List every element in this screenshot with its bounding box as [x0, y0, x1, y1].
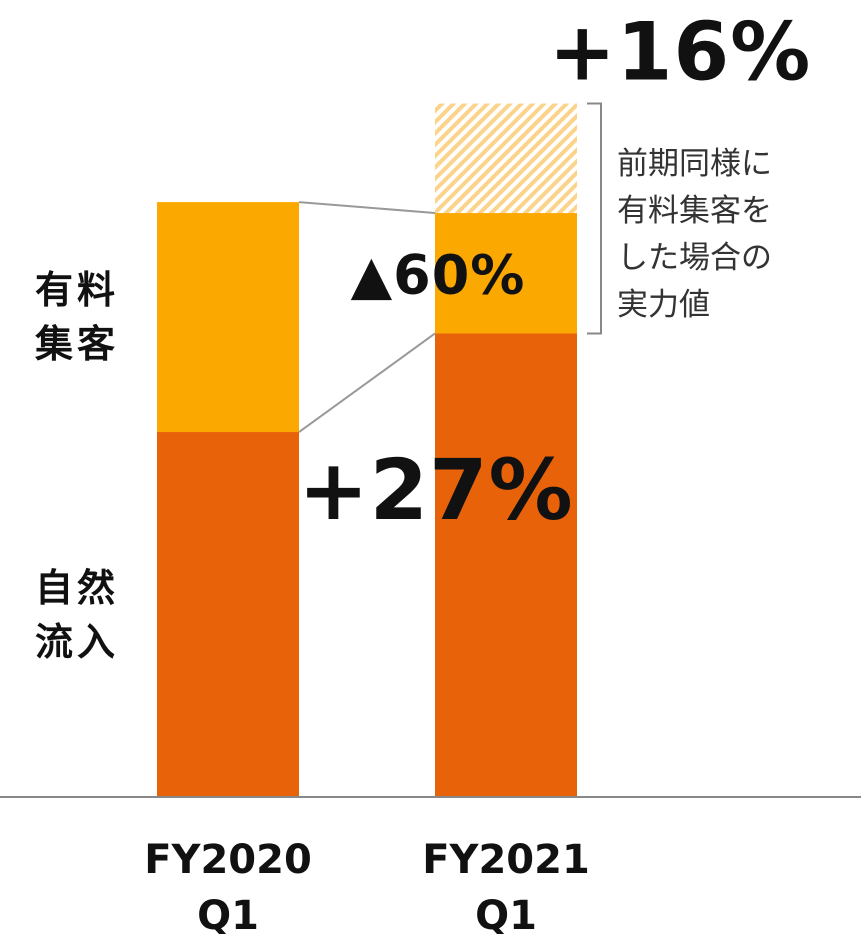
connector [298, 332, 436, 433]
x-tick-label: FY2021 Q1 [422, 837, 590, 934]
series-label: 有料集客 [35, 268, 120, 367]
bar-segment [157, 432, 299, 797]
series-label: 自然流入 [35, 565, 120, 664]
bracket [587, 102, 602, 335]
annotation: +16% [548, 5, 812, 99]
annotation: +27% [298, 441, 574, 539]
bar-segment [157, 202, 299, 433]
bar-segment [435, 103, 577, 214]
x-tick-label: FY2020 Q1 [144, 837, 312, 934]
annotation: ▲60% [350, 243, 526, 307]
bar-segment [435, 333, 577, 797]
bar-segment [435, 213, 577, 334]
annotation-note: 前期同様に有料集客をした場合の実力値 [617, 145, 772, 323]
connector [298, 201, 436, 215]
